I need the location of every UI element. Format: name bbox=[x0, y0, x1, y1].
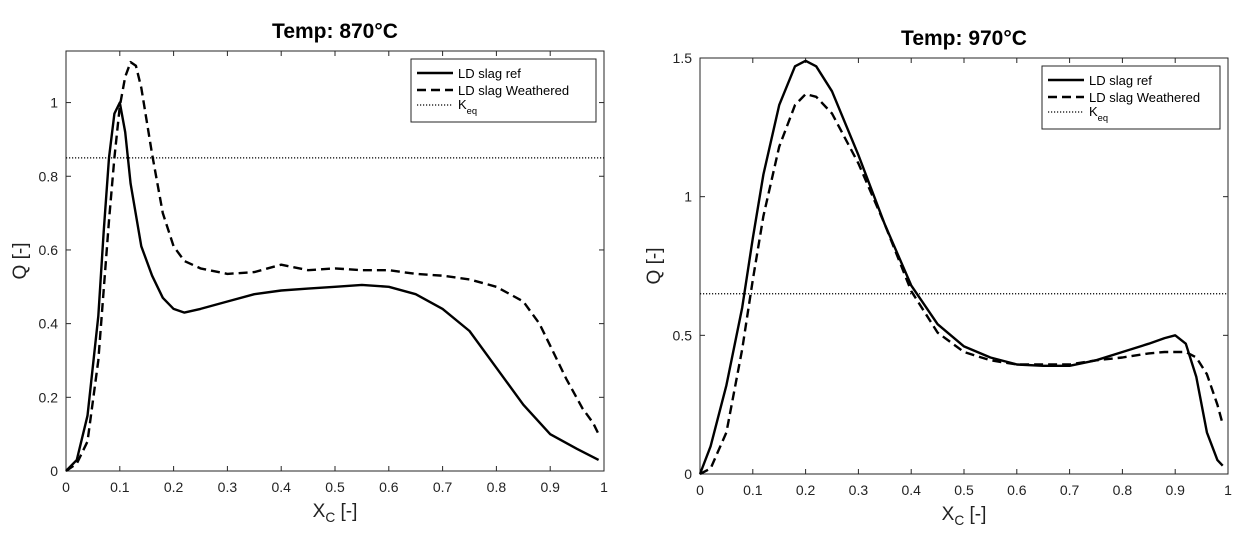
legend-entry-ref: LD slag ref bbox=[458, 66, 521, 81]
x-tick-label: 1 bbox=[600, 479, 608, 495]
chart-panel-970: Temp: 970°C 0 0.1 0.2 0.3 0.4 0.5 0.6 0.7 0.8 0.9 1… bbox=[644, 27, 1232, 528]
x-tick-label: 0.6 bbox=[379, 479, 399, 495]
x-tick-label: 0.1 bbox=[743, 482, 763, 498]
x-tick-label: 0.9 bbox=[540, 479, 560, 495]
x-tick-label: 0.5 bbox=[325, 479, 345, 495]
series-line-ref bbox=[698, 59, 1224, 475]
y-tick-label: 0.4 bbox=[39, 316, 59, 332]
chart-title: Temp: 970°C bbox=[901, 27, 1027, 50]
x-tick-label: 0.4 bbox=[901, 482, 921, 498]
series-line-ref bbox=[65, 101, 600, 472]
y-tick-label: 1 bbox=[684, 189, 692, 205]
x-tick-label: 0.3 bbox=[849, 482, 869, 498]
y-tick-label: 1.5 bbox=[673, 50, 693, 66]
y-tick-label: 0.6 bbox=[39, 242, 59, 258]
x-tick-label: 0.4 bbox=[271, 479, 291, 495]
legend-entry-ref: LD slag ref bbox=[1089, 73, 1152, 88]
series-line-weathered bbox=[65, 60, 600, 472]
x-tick-label: 0.7 bbox=[433, 479, 453, 495]
y-tick-label: 0.5 bbox=[673, 327, 693, 343]
x-tick-label: 0.2 bbox=[164, 479, 184, 495]
y-tick-label: 0 bbox=[50, 463, 58, 479]
x-tick-label: 1 bbox=[1224, 482, 1232, 498]
x-tick-label: 0.3 bbox=[218, 479, 238, 495]
series-line-weathered bbox=[699, 92, 1224, 476]
legend-entry-weathered: LD slag Weathered bbox=[1089, 90, 1200, 105]
y-tick-label: 0 bbox=[684, 466, 692, 482]
x-tick-label: 0.2 bbox=[796, 482, 816, 498]
legend-entry-keq: Keq bbox=[458, 97, 477, 116]
x-tick-label: 0.8 bbox=[487, 479, 507, 495]
x-axis-label: XC [-] bbox=[313, 501, 358, 525]
legend-entry-weathered: LD slag Weathered bbox=[458, 83, 569, 98]
x-tick-label: 0 bbox=[696, 482, 704, 498]
y-tick-label: 0.8 bbox=[39, 168, 59, 184]
x-tick-label: 0.7 bbox=[1060, 482, 1080, 498]
y-axis-label: Q [-] bbox=[10, 243, 31, 280]
x-tick-label: 0.6 bbox=[1007, 482, 1027, 498]
x-tick-label: 0.5 bbox=[954, 482, 974, 498]
x-axis-label: XC [-] bbox=[942, 504, 987, 528]
x-tick-label: 0 bbox=[62, 479, 70, 495]
y-tick-label: 0.2 bbox=[39, 389, 59, 405]
x-tick-label: 0.9 bbox=[1165, 482, 1185, 498]
y-axis-label: Q [-] bbox=[644, 248, 665, 285]
x-tick-label: 0.1 bbox=[110, 479, 130, 495]
legend-box bbox=[1041, 65, 1221, 130]
x-tick-label: 0.8 bbox=[1113, 482, 1133, 498]
chart-panel-870: Temp: 870°C 0 0.1 0.2 0.3 0.4 0.5 0.6 0.7 0.8 0.9 1… bbox=[10, 20, 608, 525]
legend-box bbox=[410, 58, 597, 123]
chart-title: Temp: 870°C bbox=[272, 20, 398, 43]
y-tick-label: 1 bbox=[50, 95, 58, 111]
legend-entry-keq: Keq bbox=[1089, 104, 1108, 123]
